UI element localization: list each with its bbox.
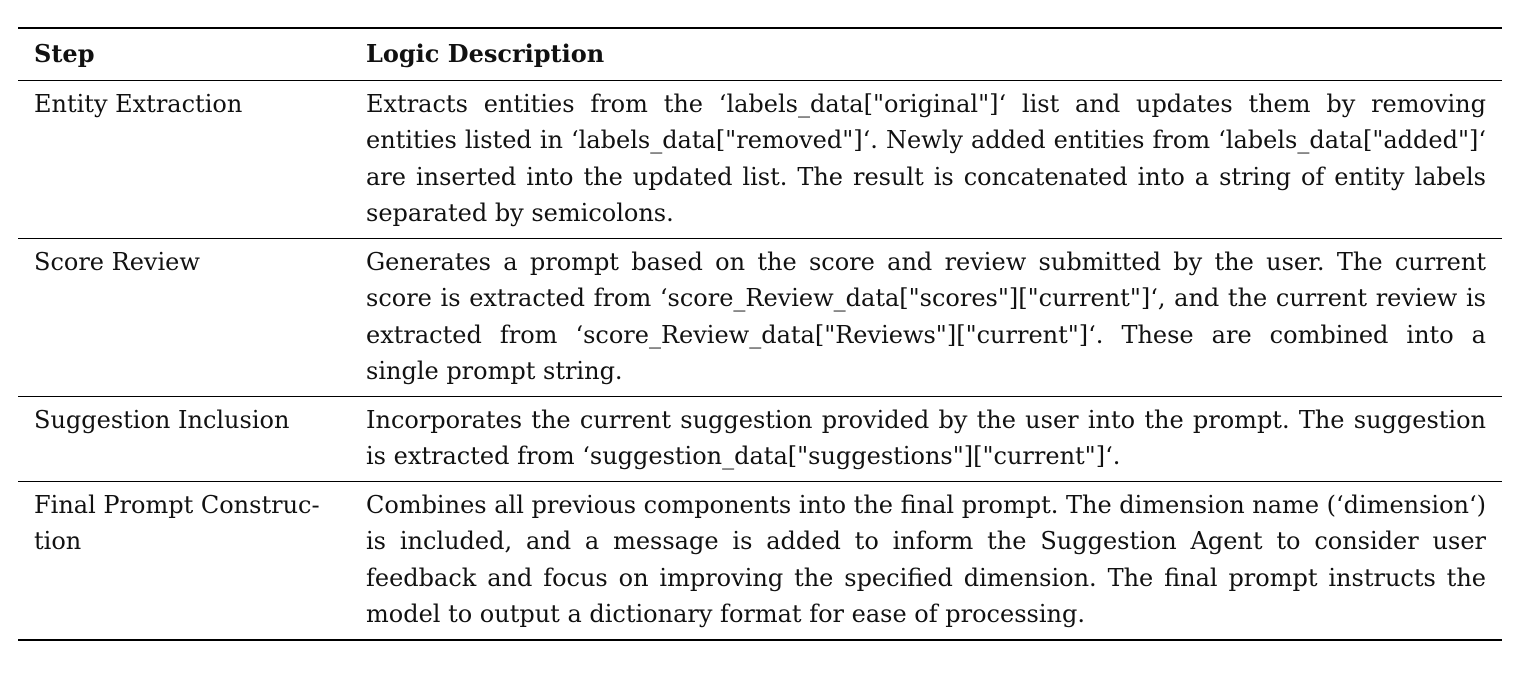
step-cell: Suggestion Inclusion <box>34 405 290 434</box>
step-cell: Final Prompt Construc-tion <box>34 490 320 556</box>
description-cell: Generates a prompt based on the score an… <box>366 247 1486 386</box>
table-header: Step Logic Description <box>18 28 1502 80</box>
table-row: Final Prompt Construc-tion Combines all … <box>18 481 1502 640</box>
table-body: Entity Extraction Extracts entities from… <box>18 80 1502 640</box>
table-row: Entity Extraction Extracts entities from… <box>18 80 1502 238</box>
description-cell: Extracts entities from the ‘labels_data[… <box>366 89 1486 228</box>
logic-table: Step Logic Description Entity Extraction… <box>18 27 1502 641</box>
table-row: Score Review Generates a prompt based on… <box>18 238 1502 396</box>
header-row: Step Logic Description <box>18 28 1502 80</box>
step-cell: Score Review <box>34 247 200 276</box>
logic-table-container: Step Logic Description Entity Extraction… <box>18 27 1502 641</box>
description-cell: Combines all previous components into th… <box>366 490 1486 629</box>
description-cell: Incorporates the current suggestion prov… <box>366 405 1486 471</box>
step-cell: Entity Extraction <box>34 89 243 118</box>
header-logic-description: Logic Description <box>366 39 605 68</box>
header-step: Step <box>34 39 95 68</box>
table-row: Suggestion Inclusion Incorporates the cu… <box>18 396 1502 481</box>
